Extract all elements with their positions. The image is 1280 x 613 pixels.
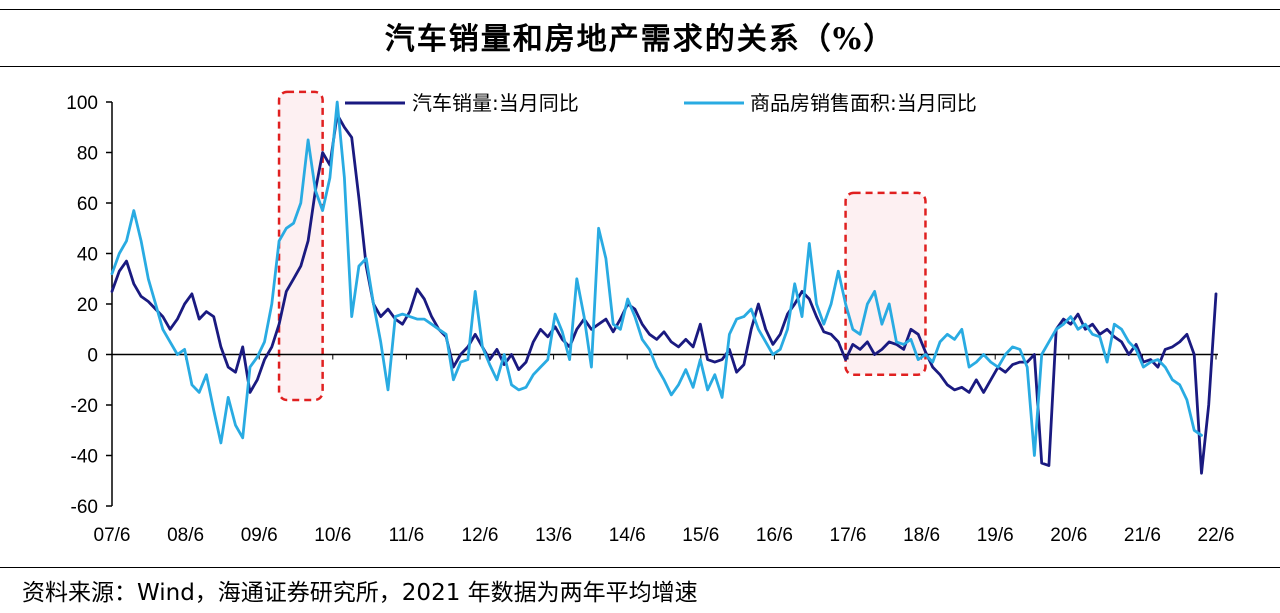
x-tick-label: 19/6 — [977, 525, 1014, 546]
x-tick-label: 13/6 — [535, 525, 572, 546]
source-note: 资料来源：Wind，海通证券研究所，2021 年数据为两年平均增速 — [22, 580, 698, 606]
x-tick-label: 20/6 — [1050, 525, 1087, 546]
x-tick-label: 08/6 — [167, 525, 204, 546]
y-tick-label: 20 — [77, 295, 98, 316]
top-rule — [0, 9, 1280, 10]
highlight-box-1 — [277, 90, 324, 402]
x-tick-label: 18/6 — [903, 525, 940, 546]
y-tick-label: 80 — [77, 144, 98, 165]
x-tick-label: 10/6 — [314, 525, 351, 546]
legend-label-2: 商品房销售面积:当月同比 — [750, 91, 977, 115]
x-tick-label: 21/6 — [1124, 525, 1161, 546]
legend-label-1: 汽车销量:当月同比 — [412, 91, 579, 115]
x-tick-label: 17/6 — [830, 525, 867, 546]
x-tick-label: 14/6 — [609, 525, 646, 546]
line-chart: 100 80 60 40 20 0 -20 -40 -60 07/6 08/6 09/6 10/6 11/… — [66, 90, 1234, 546]
x-tick-label: 11/6 — [389, 525, 425, 546]
y-tick-label: -40 — [71, 447, 98, 468]
y-tick-label: 60 — [77, 194, 98, 215]
highlight-box-2 — [844, 191, 927, 376]
x-tick-label: 09/6 — [241, 525, 278, 546]
x-tick-label: 16/6 — [756, 525, 793, 546]
y-tick-label: 0 — [87, 346, 98, 367]
title-rule — [0, 66, 1280, 67]
bottom-rule — [0, 567, 1280, 568]
y-tick-label: 40 — [77, 245, 98, 266]
chart-series — [110, 100, 1218, 475]
chart-axes: 100 80 60 40 20 0 -20 -40 -60 07/6 08/6 09/6 10/6 11/… — [66, 93, 1234, 546]
x-tick-label: 22/6 — [1198, 525, 1235, 546]
y-tick-label: -20 — [71, 396, 98, 417]
chart-legend: 汽车销量:当月同比 商品房销售面积:当月同比 — [345, 91, 977, 115]
x-tick-label: 12/6 — [462, 525, 499, 546]
x-tick-label: 15/6 — [682, 525, 719, 546]
x-tick-label: 07/6 — [94, 525, 131, 546]
chart-title: 汽车销量和房地产需求的关系（%） — [384, 22, 896, 57]
series-line-housing-sales — [110, 100, 1203, 457]
series-line-auto-sales — [110, 113, 1218, 475]
y-tick-label: 100 — [66, 93, 98, 114]
y-tick-label: -60 — [71, 497, 98, 518]
